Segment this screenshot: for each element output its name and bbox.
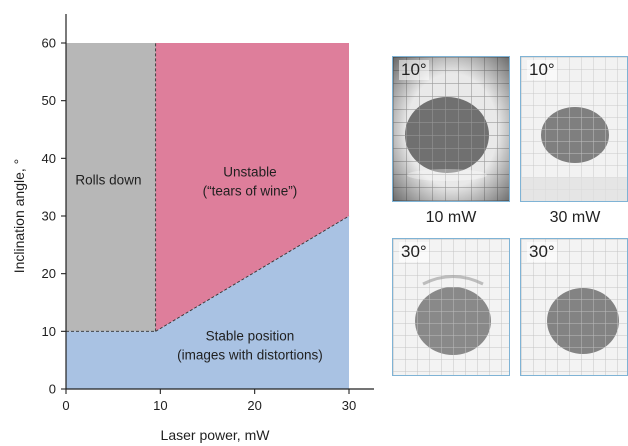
droplet-image-10deg-10mw: 10°: [392, 56, 510, 202]
power-label-10mw: 10 mW: [425, 209, 477, 226]
y-tick-label: 10: [42, 324, 56, 339]
y-tick-label: 0: [49, 382, 56, 397]
region-label-line: Stable position: [206, 329, 295, 344]
region-0: [66, 43, 156, 332]
droplet-image-10deg-30mw: 10°: [520, 56, 628, 202]
boundary-line-2: [155, 215, 350, 332]
region-2: [66, 216, 349, 389]
y-tick-label: 20: [42, 266, 56, 281]
droplet-image-30deg-10mw: 30°: [392, 238, 510, 376]
power-label-30mw: 30 mW: [549, 209, 601, 226]
droplet-photo: [521, 57, 627, 201]
droplet-photo: [521, 239, 627, 375]
phase-diagram-chart: 0 10 20 30 0 10 20 30 40 50 60 Laser power, mW Incli…: [11, 14, 374, 443]
x-axis-title: Laser power, mW: [161, 427, 271, 443]
droplet-photo: [393, 239, 509, 375]
angle-label: 30°: [527, 242, 557, 262]
y-axis-title: Inclination angle, °: [11, 159, 27, 274]
droplet-photo: [393, 57, 509, 201]
region-label-line: (images with distortions): [177, 348, 323, 363]
y-tick-label: 60: [42, 36, 56, 51]
x-tick-label: 0: [62, 398, 69, 413]
y-tick-label: 30: [42, 209, 56, 224]
angle-label: 10°: [527, 60, 557, 80]
region-label-1: Unstable (“tears of wine”): [203, 164, 298, 198]
x-tick-label: 30: [342, 398, 356, 413]
x-tick-label: 20: [247, 398, 261, 413]
x-tick-label: 10: [153, 398, 167, 413]
y-tick-label: 50: [42, 93, 56, 108]
angle-label: 30°: [399, 242, 429, 262]
region-label-line: Unstable: [223, 164, 276, 179]
y-tick-label: 40: [42, 151, 56, 166]
droplet-image-30deg-30mw: 30°: [520, 238, 628, 376]
region-label-2: Stable position (images with distortions): [177, 329, 323, 363]
region-label-0: Rolls down: [75, 172, 141, 187]
region-label-line: Rolls down: [75, 172, 141, 187]
region-1: [155, 43, 349, 332]
region-label-line: (“tears of wine”): [203, 183, 298, 198]
angle-label: 10°: [399, 60, 429, 80]
